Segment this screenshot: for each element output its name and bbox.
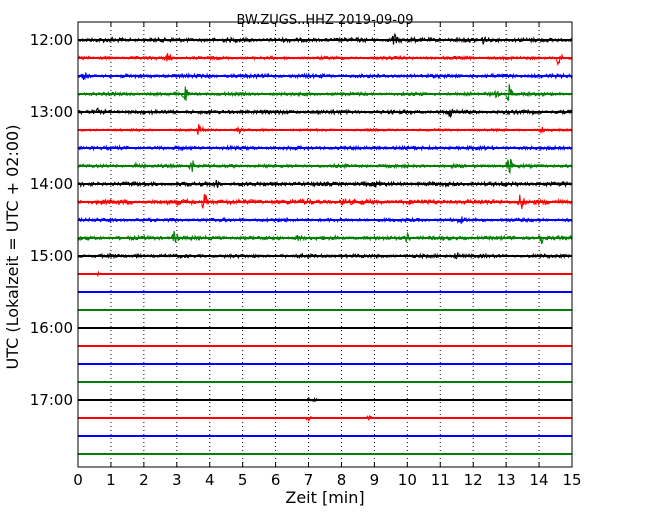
x-tick-label: 5 (238, 471, 248, 489)
trace-line (77, 252, 573, 260)
trace-line (77, 179, 573, 189)
trace-line (78, 414, 573, 422)
trace-line (77, 107, 573, 119)
x-tick-label: 15 (562, 471, 581, 489)
seismogram-traces (77, 32, 573, 455)
trace-line (77, 435, 573, 437)
trace-line (77, 270, 573, 278)
trace-line (78, 381, 573, 383)
trace-line (78, 309, 572, 311)
trace-line (77, 32, 573, 45)
x-tick-label: 2 (139, 471, 149, 489)
y-tick-label: 17:00 (30, 391, 73, 409)
trace-line (77, 144, 573, 152)
x-tick-label: 6 (271, 471, 281, 489)
trace-line (77, 363, 573, 365)
y-tick-label: 14:00 (30, 175, 73, 193)
trace-line (78, 345, 573, 347)
chart-title: BW.ZUGS..HHZ 2019-09-09 (236, 13, 413, 28)
trace-line (77, 230, 573, 245)
trace-line (77, 193, 573, 210)
x-tick-label: 7 (304, 471, 314, 489)
y-axis-ticks: 12:00 13:00 14:00 15:00 16:00 17:00 (30, 31, 572, 409)
trace-line (77, 327, 573, 329)
y-axis-label: UTC (Lokalzeit = UTC + 02:00) (3, 125, 22, 370)
trace-line (77, 53, 573, 67)
trace-line (77, 396, 573, 403)
x-axis-label: Zeit [min] (285, 488, 364, 507)
y-tick-label: 16:00 (30, 319, 73, 337)
plot-frame (77, 21, 573, 468)
x-tick-label: 4 (205, 471, 215, 489)
trace-line (77, 452, 573, 455)
trace-line (77, 216, 573, 225)
y-tick-label: 12:00 (30, 31, 73, 49)
x-tick-label: 11 (431, 471, 450, 489)
x-tick-label: 8 (337, 471, 347, 489)
x-tick-label: 13 (497, 471, 516, 489)
trace-line (77, 158, 573, 175)
x-tick-label: 9 (370, 471, 380, 489)
x-tick-label: 12 (464, 471, 483, 489)
trace-line (77, 71, 573, 81)
x-axis-ticks: 0 1 2 3 4 5 6 7 8 9 10 11 12 13 14 15 (73, 22, 582, 489)
x-tick-label: 10 (398, 471, 417, 489)
x-tick-label: 3 (172, 471, 182, 489)
y-tick-label: 15:00 (30, 247, 73, 265)
x-tick-label: 1 (106, 471, 116, 489)
trace-line (77, 123, 573, 135)
y-tick-label: 13:00 (30, 103, 73, 121)
trace-line (77, 84, 573, 102)
trace-line (78, 291, 573, 294)
x-tick-label: 14 (530, 471, 549, 489)
x-tick-label: 0 (73, 471, 83, 489)
